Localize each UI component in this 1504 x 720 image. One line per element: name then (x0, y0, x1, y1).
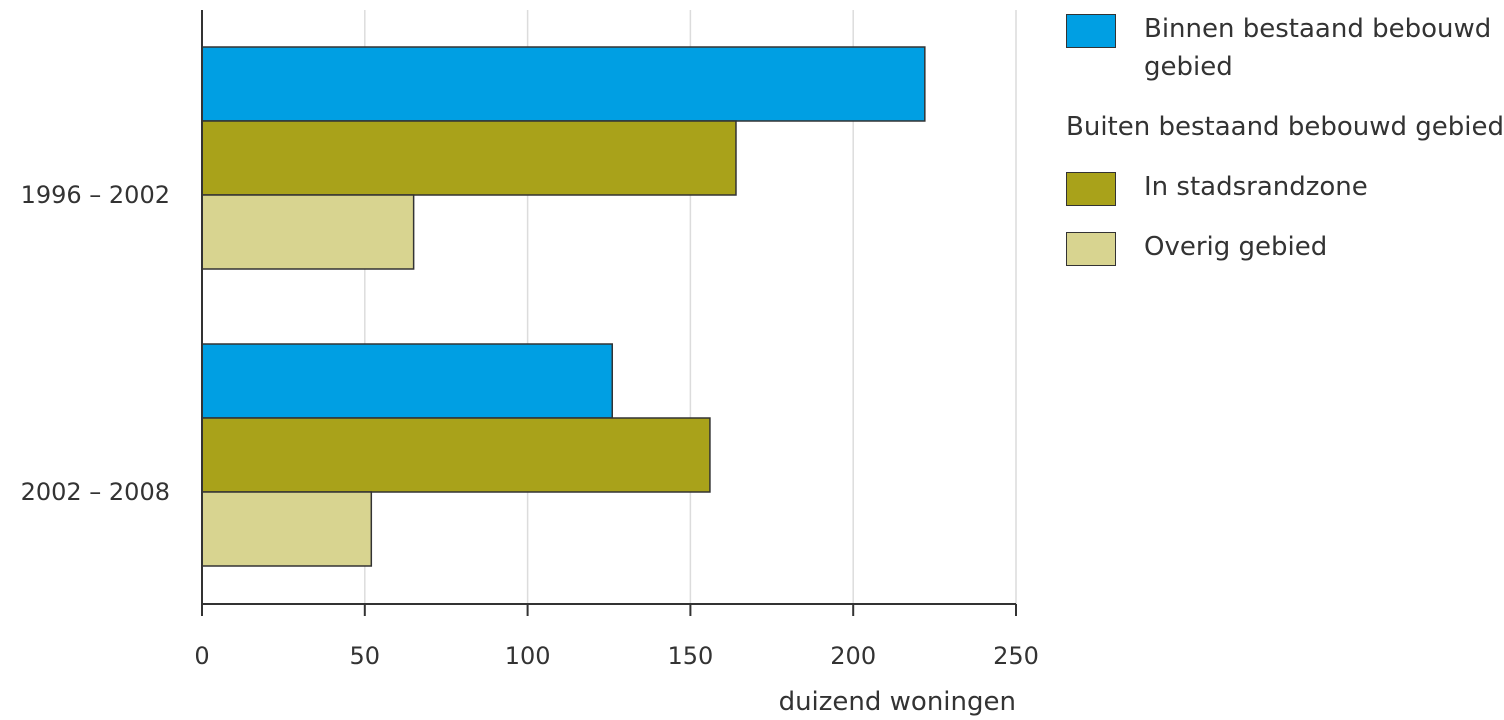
x-tick-label: 200 (830, 642, 876, 670)
axes (201, 10, 1017, 616)
bar (201, 343, 614, 419)
x-tick-label: 100 (505, 642, 551, 670)
x-tick-label: 150 (667, 642, 713, 670)
legend-swatch-overig (1066, 232, 1116, 266)
legend-item-stadsrandzone: In stadsrandzone (1066, 168, 1502, 206)
legend-item-overig: Overig gebied (1066, 228, 1502, 266)
x-axis-title: duizend woningen (779, 687, 1016, 717)
legend-group-heading: Buiten bestaand bebouwd gebied (1066, 112, 1504, 142)
legend-swatch-stadsrandzone (1066, 172, 1116, 206)
bar (201, 46, 926, 122)
legend-label-binnen: Binnen bestaand bebouwd gebied (1144, 14, 1492, 82)
bar (201, 194, 415, 270)
legend-label-stadsrandzone: In stadsrandzone (1144, 172, 1368, 202)
legend: Binnen bestaand bebouwd gebied Buiten be… (1066, 10, 1504, 288)
y-category-label: 1996 – 2002 (21, 181, 170, 209)
bar (201, 120, 737, 196)
legend-item-binnen: Binnen bestaand bebouwd gebied (1066, 10, 1502, 86)
legend-label-overig: Overig gebied (1144, 232, 1328, 262)
x-tick-label: 0 (194, 642, 209, 670)
bars (201, 46, 926, 567)
category-labels: 1996 – 2002 2002 – 2008 (21, 181, 170, 506)
x-tick-label: 250 (993, 642, 1039, 670)
legend-swatch-binnen (1066, 14, 1116, 48)
bar (201, 491, 373, 567)
bar (201, 417, 711, 493)
y-category-label: 2002 – 2008 (21, 478, 170, 506)
x-tick-label: 50 (350, 642, 381, 670)
tick-labels: 0 50 100 150 200 250 (194, 642, 1039, 670)
